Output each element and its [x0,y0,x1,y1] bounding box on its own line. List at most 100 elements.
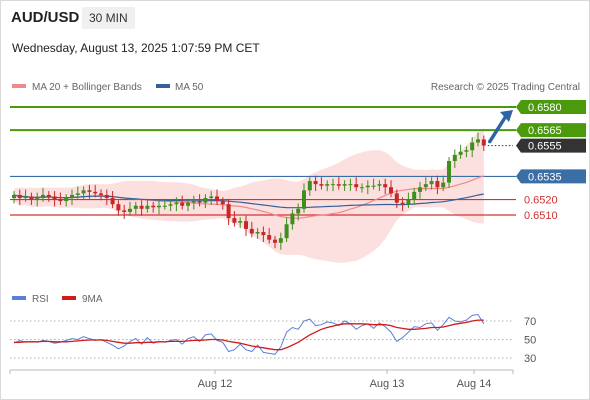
rsi-ma-legend-swatch [62,296,76,300]
candle-body [29,196,34,200]
level-label-0.6535: 0.6535 [528,171,562,183]
candle [12,191,16,204]
candle [220,197,225,210]
candle-body [133,205,138,209]
timeframe-button[interactable]: 30 MIN [82,7,135,29]
candle [29,192,34,205]
candle [110,191,115,209]
symbol-title: AUD/USD [11,9,80,26]
level-tag-0.6580 [516,100,586,114]
candle [302,183,306,213]
rsi-legend-label: RSI [32,294,49,305]
candle-body [307,181,312,191]
candle [238,217,243,229]
price-levels [10,106,516,216]
level-label-0.6565: 0.6565 [528,125,562,137]
candle-body [452,154,457,161]
candle-body [383,184,388,188]
candle [255,228,260,239]
candle [162,198,167,210]
candle [447,157,451,188]
candle-body [203,198,208,203]
candle [180,195,185,210]
candle [458,144,463,159]
rsi-panel: 70 50 30 [10,313,536,365]
candle-body [249,228,254,234]
candle-body [313,181,318,185]
x-axis: Aug 12 Aug 13 Aug 14 [9,370,514,390]
level-label-0.6580: 0.6580 [528,102,562,114]
candle-body [12,194,16,199]
moving-averages [13,175,484,219]
candle-body [331,184,335,186]
candle [377,180,382,192]
candle-body [232,218,237,223]
rsi-ma-line [14,319,484,351]
candle [267,228,272,244]
candle-body [435,181,440,188]
candle [296,203,301,221]
candle-body [429,181,434,185]
candle-body [209,196,214,199]
candle [197,194,202,207]
candle-body [360,187,364,189]
rsi-tick-label-50: 50 [524,335,536,347]
candles [12,132,486,250]
candle [406,192,411,209]
candle [261,226,266,242]
candle [481,135,486,151]
candle-body [70,194,74,199]
candle-body [261,231,266,236]
candle-body [284,224,289,239]
candle-body [139,205,144,209]
candle-body [267,235,272,240]
candle [64,194,69,207]
candle [35,192,40,207]
candle-body [255,231,260,234]
candle-body [354,184,359,188]
candle-body [394,193,399,203]
candle-body [17,194,22,199]
candle-body [186,202,190,206]
candle [412,188,417,205]
rsi-line [13,313,485,355]
candle [423,177,428,192]
chart-datetime: Wednesday, August 13, 2025 1:07:59 PM CE… [12,41,260,55]
candle-body [458,151,463,155]
rsi-tick-label-70: 70 [524,316,536,328]
ma50-legend-swatch [156,84,170,88]
credit-label: Research © 2025 Trading Central [431,82,580,93]
candle-body [273,239,277,243]
level-tag-0.6565 [516,123,586,138]
candle [290,209,295,230]
candle [348,178,353,192]
candle [389,180,393,198]
candle-body [64,198,69,202]
candle [441,175,446,192]
candle [452,149,457,168]
candle [174,197,179,212]
candle [52,191,57,207]
candle [464,146,469,158]
price-level-labels: 0.6580 0.6565 0.6555 0.6535 0.6520 0.6510 [516,100,586,222]
candle [278,232,283,250]
candle-body [151,205,156,208]
candle [342,180,347,192]
bollinger-band-area [14,128,484,263]
candle [215,189,219,205]
rsi-legend-swatch [12,296,26,300]
candle-body [244,221,248,229]
candle-body [412,191,417,200]
candle-body [365,185,370,188]
candle-body [226,204,231,219]
candle [244,215,248,236]
candle [313,175,318,192]
candle-body [128,208,132,212]
candle-body [23,196,28,199]
candle [331,178,335,192]
candle-body [302,190,306,209]
candle-body [296,208,301,214]
candle-body [325,184,330,186]
candle [429,177,434,190]
